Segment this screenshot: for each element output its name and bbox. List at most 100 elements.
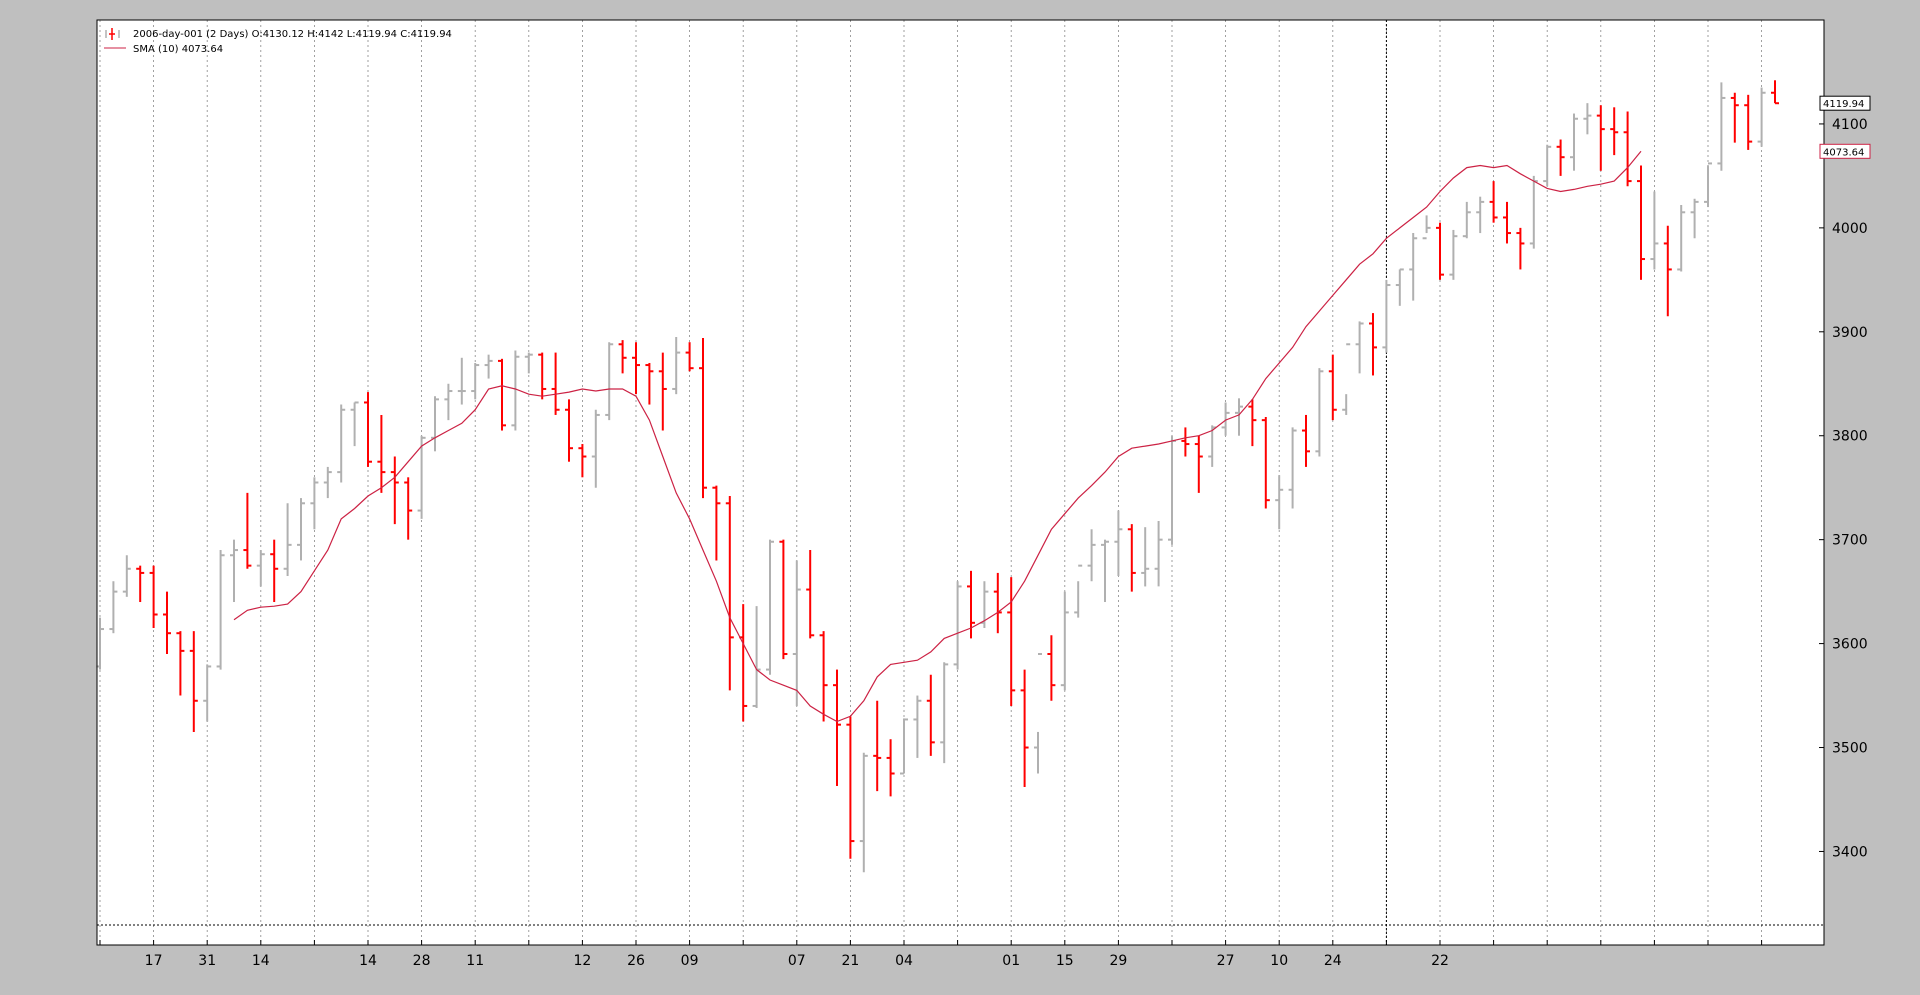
ohlc-bar: [1275, 475, 1284, 530]
sma-line-group: [233, 150, 1642, 723]
plot-area: [97, 20, 1824, 945]
close-price-tag-label: 4119.94: [1823, 99, 1864, 110]
ohlc-bar: [1127, 524, 1136, 592]
ohlc-bar: [203, 664, 212, 722]
ohlc-bar: [685, 342, 694, 372]
x-tick-label: 04: [895, 953, 913, 969]
x-tick-label: 11: [466, 953, 484, 969]
y-tick-label: 3700: [1832, 533, 1868, 549]
ohlc-bar: [256, 550, 265, 587]
ohlc-bar: [658, 352, 667, 431]
ohlc-bar: [189, 631, 198, 732]
ohlc-bar: [1596, 105, 1605, 171]
ohlc-bar: [632, 342, 640, 395]
ohlc-bar: [498, 358, 506, 431]
ohlc-bar: [1288, 427, 1297, 509]
ohlc-bar: [1047, 635, 1056, 701]
ohlc-bar: [833, 669, 841, 786]
ohlc-bar: [484, 354, 493, 379]
ohlc-bar: [297, 498, 305, 561]
ohlc-bar: [1235, 398, 1243, 436]
ohlc-bar: [404, 477, 413, 540]
ohlc-bar: [122, 555, 131, 597]
ohlc-bar: [819, 631, 828, 722]
ohlc-bar: [1771, 80, 1779, 105]
ohlc-bar: [364, 392, 372, 467]
ohlc-bar: [712, 485, 721, 561]
y-tick-label: 3600: [1832, 637, 1868, 653]
ohlc-bar: [1610, 107, 1619, 156]
ohlc-bar: [109, 581, 118, 634]
ohlc-bar: [1395, 268, 1404, 306]
ohlc-bar: [270, 539, 279, 603]
ohlc-bar: [1034, 652, 1042, 774]
ohlc-bar: [1489, 181, 1498, 223]
ohlc-bar: [1744, 94, 1753, 150]
ohlc-bar: [1382, 279, 1391, 353]
ohlc-bar: [457, 357, 466, 405]
ohlc-bar: [1328, 354, 1337, 421]
ohlc-bar: [886, 739, 895, 797]
y-tick-label: 3500: [1832, 741, 1868, 757]
ohlc-bar: [1181, 427, 1190, 457]
y-tick-label: 3800: [1832, 429, 1868, 445]
ohlc-bar: [1650, 191, 1659, 270]
ohlc-bar: [792, 560, 801, 706]
legend-ohlc-label: 2006-day-001 (2 Days) O:4130.12 H:4142 L…: [133, 29, 452, 40]
ohlc-bar: [1677, 205, 1686, 272]
ohlc-bar: [591, 409, 600, 488]
ohlc-bar: [283, 503, 292, 577]
ohlc-bar: [1409, 233, 1418, 301]
ohlc-bar: [725, 496, 734, 691]
ohlc-bar: [377, 414, 386, 493]
ohlc-bar: [618, 340, 627, 374]
ohlc-bar: [1717, 82, 1726, 171]
x-tick-label: 29: [1109, 953, 1127, 969]
x-tick-label: 28: [413, 953, 431, 969]
ohlc-bar: [1637, 165, 1645, 280]
ohlc-bar: [1570, 113, 1578, 171]
ohlc-bar: [1503, 201, 1511, 244]
ohlc-bar: [337, 404, 346, 483]
sma-price-tag-label: 4073.64: [1823, 147, 1864, 158]
axes: 3400 3500 3600 3700 3800 3900 4000 4100 17 31 14 14…: [99, 117, 1868, 969]
ohlc-bar: [645, 362, 654, 405]
ohlc-bar: [390, 456, 399, 525]
ohlc-bar: [1730, 92, 1739, 143]
x-tick-label: 24: [1324, 953, 1342, 969]
ohlc-bar: [1221, 402, 1230, 436]
x-tick-label: 14: [359, 953, 377, 969]
ohlc-bar: [1007, 577, 1016, 706]
ohlc-bar: [859, 752, 868, 873]
x-tick-label: 01: [1002, 953, 1020, 969]
ohlc-bar: [149, 565, 158, 629]
ohlc-bar: [1704, 162, 1712, 208]
ohlc-bar: [350, 401, 359, 447]
ohlc-bar: [1087, 529, 1096, 582]
ohlc-bar: [1422, 215, 1431, 240]
ohlc-bar: [1543, 144, 1552, 187]
close-price-tag: [1819, 95, 1871, 111]
ohlc-bar: [1302, 414, 1310, 467]
x-tick-label: 09: [681, 953, 699, 969]
price-tags: 4119.94 4073.64: [1819, 95, 1871, 159]
ohlc-bar: [176, 631, 185, 696]
ohlc-bar: [1154, 520, 1163, 587]
ohlc-bar: [310, 477, 319, 530]
x-tick-label: 15: [1056, 953, 1074, 969]
ohlc-bar: [605, 342, 614, 421]
grid: [97, 20, 1824, 945]
ohlc-bar: [551, 352, 560, 415]
ohlc-bar: [846, 716, 855, 859]
ohlc-bar: [230, 539, 238, 603]
x-tick-label: 22: [1431, 953, 1449, 969]
ohlc-bar: [699, 338, 707, 499]
ohlc-bar: [1114, 510, 1123, 577]
ohlc-bar: [578, 444, 587, 478]
y-tick-label: 3400: [1832, 844, 1868, 860]
ohlc-bar: [953, 581, 962, 670]
x-tick-label: 17: [145, 953, 163, 969]
ohlc-bar: [1194, 435, 1203, 493]
ohlc-bar: [1315, 368, 1324, 457]
